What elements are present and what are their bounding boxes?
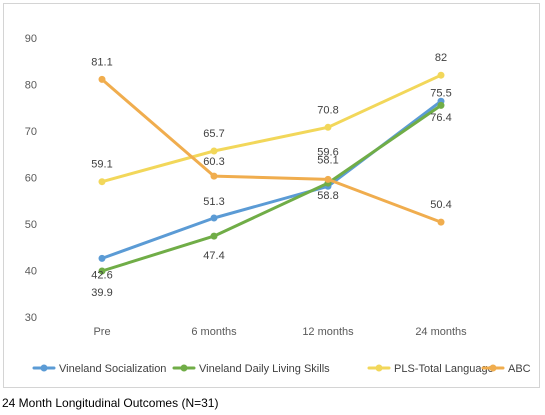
x-tick-label: 6 months (191, 326, 237, 338)
legend-label: PLS-Total Language (394, 363, 494, 375)
data-point (210, 147, 218, 155)
data-label: 81.1 (91, 56, 112, 68)
legend-label: Vineland Daily Living Skills (199, 363, 330, 375)
y-tick-label: 90 (25, 33, 37, 45)
chart-caption: 24 Month Longitudinal Outcomes (N=31) (2, 396, 219, 410)
data-label: 50.4 (430, 199, 451, 211)
data-label: 76.4 (430, 112, 451, 124)
y-tick-label: 30 (25, 312, 37, 324)
data-point (210, 214, 218, 222)
x-tick-label: Pre (93, 326, 110, 338)
y-tick-label: 70 (25, 126, 37, 138)
data-label: 65.7 (203, 128, 224, 140)
data-point (98, 178, 106, 186)
data-label: 75.5 (430, 87, 451, 99)
data-label: 58.8 (317, 190, 338, 202)
data-point (437, 101, 445, 109)
data-point (324, 123, 332, 131)
data-point (98, 254, 106, 262)
legend-swatch-marker (375, 364, 383, 372)
legend-swatch-marker (489, 364, 497, 372)
series-line (100, 77, 443, 224)
y-tick-label: 50 (25, 219, 37, 231)
chart-frame: 30 40 50 60 70 80 90 Pre 6 months 12 months 24 mon… (3, 3, 540, 388)
data-label: 82 (435, 52, 447, 64)
series-line (100, 103, 443, 273)
data-label: 47.4 (203, 250, 224, 262)
y-tick-label: 80 (25, 80, 37, 92)
data-point (210, 232, 218, 240)
x-tick-label: 12 months (302, 326, 354, 338)
data-point (324, 175, 332, 183)
data-point (98, 267, 106, 275)
legend-label: ABC (508, 363, 531, 375)
data-label: 60.3 (203, 156, 224, 168)
series-line (100, 73, 443, 184)
line-chart: 30 40 50 60 70 80 90 Pre 6 months 12 months 24 mon… (25, 33, 531, 375)
legend-swatch-marker (40, 364, 48, 372)
legend-swatch-marker (180, 364, 188, 372)
data-point (437, 218, 445, 226)
legend-label: Vineland Socialization (59, 363, 166, 375)
data-label: 70.8 (317, 104, 338, 116)
data-label: 58.1 (317, 154, 338, 166)
x-tick-label: 24 months (415, 326, 467, 338)
data-point (437, 71, 445, 79)
y-tick-label: 60 (25, 173, 37, 185)
data-point (210, 172, 218, 180)
data-label: 42.6 (91, 269, 112, 281)
data-label: 39.9 (91, 287, 112, 299)
data-label: 59.1 (91, 159, 112, 171)
y-tick-label: 40 (25, 266, 37, 278)
data-label: 51.3 (203, 196, 224, 208)
data-label: 59.6 (317, 146, 338, 158)
data-point (98, 75, 106, 83)
